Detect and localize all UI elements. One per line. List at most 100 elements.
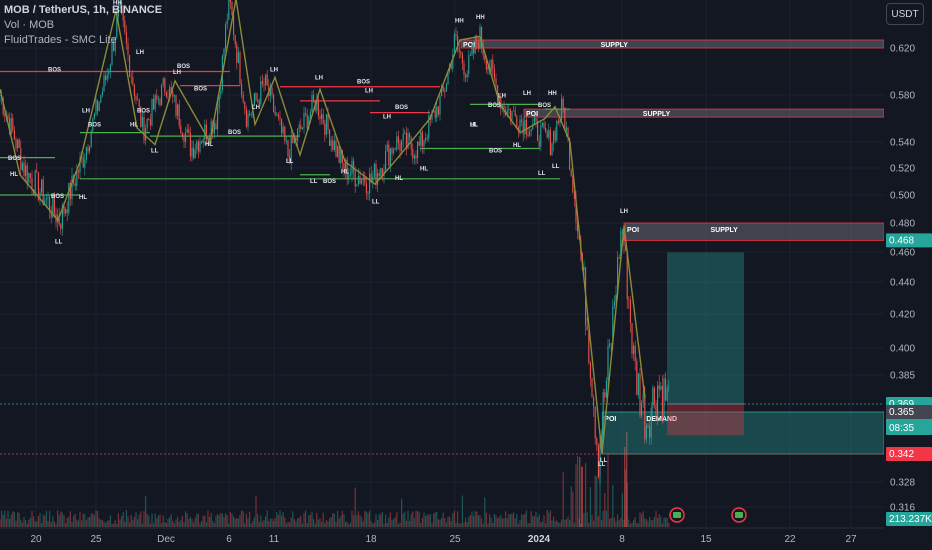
- candle-body: [593, 397, 595, 407]
- volume-bar: [567, 516, 569, 527]
- candle-body: [228, 0, 230, 20]
- volume-bar: [575, 464, 577, 527]
- volume-bar: [316, 512, 318, 527]
- volume-bar: [49, 510, 51, 527]
- candle-body: [276, 114, 278, 116]
- volume-bar: [650, 519, 652, 527]
- candle-body: [516, 115, 518, 128]
- long-position-tool[interactable]: [667, 252, 744, 436]
- candle-body: [119, 1, 121, 6]
- candle-body: [482, 47, 484, 56]
- candle-body: [466, 74, 468, 78]
- candle-body: [549, 129, 551, 156]
- volume-bar: [167, 518, 169, 527]
- volume-bar: [141, 523, 143, 527]
- candlesticks: [0, 0, 670, 486]
- volume-bar: [445, 522, 447, 527]
- smc-indicator-label[interactable]: FluidTrades - SMC Lite: [4, 34, 117, 46]
- candle-body: [330, 140, 332, 146]
- volume-bar: [181, 515, 183, 527]
- volume-bar: [541, 521, 543, 527]
- volume-bar: [5, 518, 7, 527]
- candle-body: [93, 113, 95, 119]
- chart-legend: MOB / TetherUS, 1h, BINANCE Vol · MOB Fl…: [4, 3, 162, 48]
- candle-body: [21, 162, 23, 170]
- volume-bar: [490, 517, 492, 527]
- volume-bar: [449, 516, 451, 527]
- volume-bar: [234, 518, 236, 527]
- volume-bar: [228, 523, 230, 527]
- position-loss-area: [667, 404, 744, 436]
- structure-label-bos: BOS: [8, 156, 21, 162]
- candle-body: [154, 95, 156, 110]
- volume-bar: [625, 469, 627, 527]
- volume-bar: [613, 517, 615, 527]
- volume-bar: [311, 511, 313, 527]
- volume-bar: [377, 520, 379, 527]
- volume-bar: [381, 512, 383, 527]
- candle-body: [29, 173, 31, 178]
- time-axis[interactable]: 20 25 Dec 6 11 18 25 2024 8 15 22 27: [0, 527, 884, 550]
- candle-body: [618, 257, 620, 259]
- candle-body: [0, 95, 1, 97]
- candle-body: [447, 71, 449, 85]
- volume-bar: [148, 515, 150, 527]
- candle-body: [500, 96, 502, 110]
- event-markers[interactable]: [669, 507, 747, 523]
- candle-body: [492, 59, 494, 69]
- candle-body: [370, 173, 372, 183]
- volume-bar: [321, 521, 323, 527]
- volume-bar: [361, 517, 363, 527]
- candle-body: [625, 246, 627, 251]
- volume-bar: [149, 523, 151, 527]
- volume-bar: [636, 522, 638, 527]
- candle-body: [41, 179, 43, 193]
- volume-bar: [124, 521, 126, 527]
- volume-indicator-label[interactable]: Vol · MOB: [4, 19, 55, 31]
- volume-bar: [217, 514, 219, 527]
- candle-body: [409, 133, 411, 138]
- structure-label-bos: BOS: [88, 123, 101, 129]
- candle-body: [477, 42, 479, 49]
- structure-label-lh: LH: [315, 76, 323, 82]
- volume-bar: [45, 510, 47, 527]
- volume-bar: [386, 522, 388, 527]
- volume-bar: [524, 513, 526, 527]
- zone-poi-label: POI: [463, 42, 475, 49]
- volume-bar: [231, 513, 233, 527]
- volume-bar: [457, 511, 459, 527]
- volume-bar: [580, 523, 582, 527]
- candle-body: [170, 87, 172, 92]
- price-axis[interactable]: 0.620 0.580 0.540 0.520 0.500 0.480 0.460 0.440…: [884, 0, 932, 550]
- candle-body: [421, 131, 423, 147]
- structure-label-ll: LL: [470, 123, 478, 129]
- volume-bar: [185, 511, 187, 527]
- volume-bar: [605, 510, 607, 527]
- price-tick-label: 0.620: [890, 44, 915, 55]
- volume-bar: [221, 513, 223, 527]
- candle-body: [345, 159, 347, 172]
- candle-body: [218, 94, 220, 108]
- volume-bar: [612, 485, 614, 527]
- currency-button[interactable]: USDT: [886, 3, 924, 25]
- volume-bar: [570, 486, 572, 527]
- volume-bar: [9, 518, 11, 527]
- volume-bar: [535, 511, 537, 527]
- volume-bar: [172, 520, 174, 527]
- volume-bar: [628, 519, 630, 527]
- symbol-title[interactable]: MOB / TetherUS, 1h, BINANCE: [4, 4, 163, 16]
- volume-bar: [629, 523, 631, 527]
- volume-bar: [191, 518, 193, 527]
- candle-body: [559, 120, 561, 123]
- candle-body: [13, 130, 15, 140]
- volume-bar: [393, 519, 395, 527]
- volume-bar: [513, 512, 515, 527]
- volume-bar: [68, 516, 70, 527]
- price-tick-label: 0.440: [890, 278, 915, 289]
- volume-bar: [353, 515, 355, 527]
- volume-bar: [218, 515, 220, 527]
- candle-body: [553, 130, 555, 144]
- candle-body: [594, 406, 596, 439]
